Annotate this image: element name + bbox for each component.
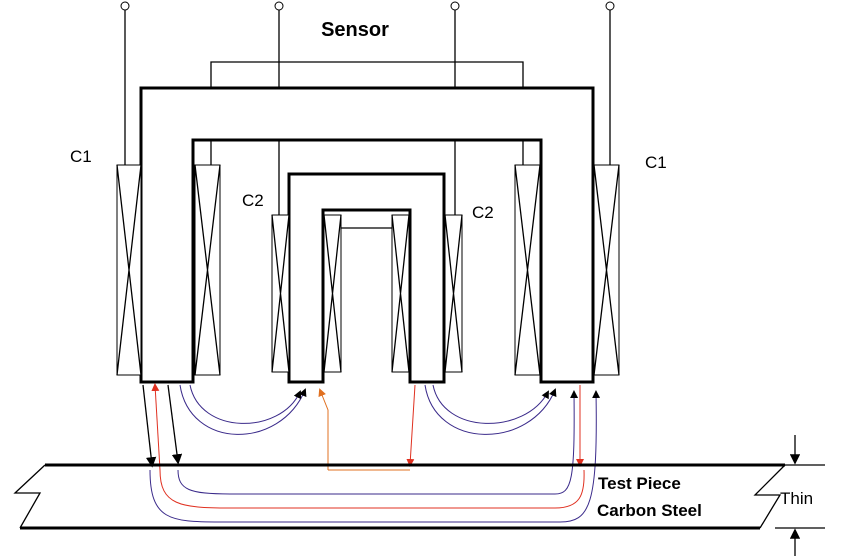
thickness-label: Thin <box>780 489 813 508</box>
coil-label: C1 <box>645 153 667 172</box>
coil-label: C1 <box>70 147 92 166</box>
coils <box>116 164 620 376</box>
flux-lines <box>142 383 601 523</box>
coil-label: C2 <box>472 203 494 222</box>
inner-core <box>287 172 446 384</box>
title: Sensor <box>321 19 389 41</box>
outer-core <box>139 86 595 384</box>
coil-label: C2 <box>242 191 264 210</box>
thickness-indicator <box>775 435 825 556</box>
test-piece-material: Carbon Steel <box>597 501 702 520</box>
test-piece-label: Test Piece <box>598 474 681 493</box>
test-piece <box>13 463 786 530</box>
